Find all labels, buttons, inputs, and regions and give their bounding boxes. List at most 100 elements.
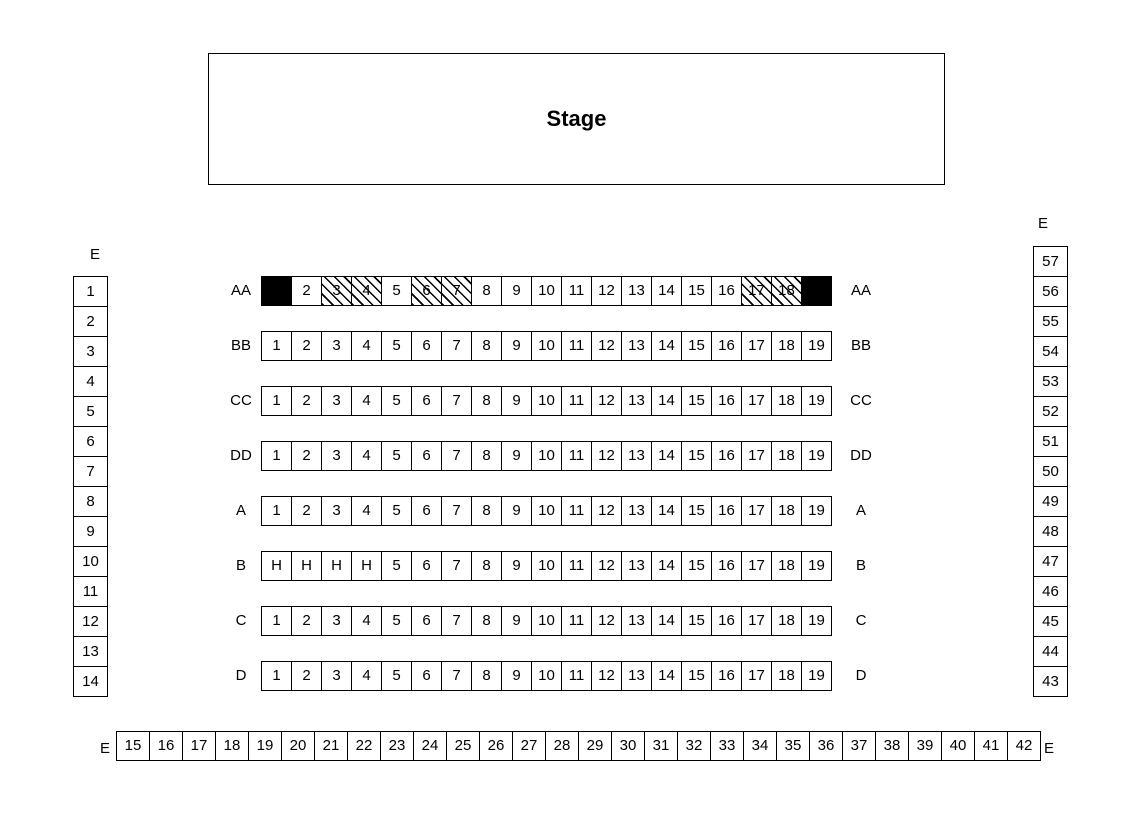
- seat-C-10[interactable]: 10: [531, 606, 562, 636]
- seat-A-15[interactable]: 15: [681, 496, 712, 526]
- seat-CC-10[interactable]: 10: [531, 386, 562, 416]
- seat-BB-13[interactable]: 13: [621, 331, 652, 361]
- seat-E-bottom-28[interactable]: 28: [545, 731, 579, 761]
- seat-BB-3[interactable]: 3: [321, 331, 352, 361]
- seat-A-9[interactable]: 9: [501, 496, 532, 526]
- seat-E-bottom-40[interactable]: 40: [941, 731, 975, 761]
- seat-E-bottom-35[interactable]: 35: [776, 731, 810, 761]
- seat-DD-14[interactable]: 14: [651, 441, 682, 471]
- seat-E-bottom-20[interactable]: 20: [281, 731, 315, 761]
- seat-E-right-50[interactable]: 50: [1033, 456, 1068, 487]
- seat-AA-4[interactable]: 4: [351, 276, 382, 306]
- seat-E-right-47[interactable]: 47: [1033, 546, 1068, 577]
- seat-E-left-6[interactable]: 6: [73, 426, 108, 457]
- seat-CC-12[interactable]: 12: [591, 386, 622, 416]
- seat-E-bottom-16[interactable]: 16: [149, 731, 183, 761]
- seat-C-15[interactable]: 15: [681, 606, 712, 636]
- seat-CC-7[interactable]: 7: [441, 386, 472, 416]
- seat-A-16[interactable]: 16: [711, 496, 742, 526]
- seat-D-19[interactable]: 19: [801, 661, 832, 691]
- seat-DD-11[interactable]: 11: [561, 441, 592, 471]
- seat-D-1[interactable]: 1: [261, 661, 292, 691]
- seat-E-right-48[interactable]: 48: [1033, 516, 1068, 547]
- seat-BB-18[interactable]: 18: [771, 331, 802, 361]
- seat-AA-12[interactable]: 12: [591, 276, 622, 306]
- seat-C-7[interactable]: 7: [441, 606, 472, 636]
- seat-AA-2[interactable]: 2: [291, 276, 322, 306]
- seat-D-3[interactable]: 3: [321, 661, 352, 691]
- seat-E-bottom-21[interactable]: 21: [314, 731, 348, 761]
- seat-E-right-56[interactable]: 56: [1033, 276, 1068, 307]
- seat-C-3[interactable]: 3: [321, 606, 352, 636]
- seat-D-12[interactable]: 12: [591, 661, 622, 691]
- seat-D-10[interactable]: 10: [531, 661, 562, 691]
- seat-CC-18[interactable]: 18: [771, 386, 802, 416]
- seat-C-11[interactable]: 11: [561, 606, 592, 636]
- seat-E-left-2[interactable]: 2: [73, 306, 108, 337]
- seat-B-3[interactable]: H: [321, 551, 352, 581]
- seat-E-right-43[interactable]: 43: [1033, 666, 1068, 697]
- seat-AA-6[interactable]: 6: [411, 276, 442, 306]
- seat-A-12[interactable]: 12: [591, 496, 622, 526]
- seat-C-2[interactable]: 2: [291, 606, 322, 636]
- seat-D-18[interactable]: 18: [771, 661, 802, 691]
- seat-D-8[interactable]: 8: [471, 661, 502, 691]
- seat-E-right-44[interactable]: 44: [1033, 636, 1068, 667]
- seat-BB-9[interactable]: 9: [501, 331, 532, 361]
- seat-E-bottom-18[interactable]: 18: [215, 731, 249, 761]
- seat-BB-6[interactable]: 6: [411, 331, 442, 361]
- seat-AA-3[interactable]: 3: [321, 276, 352, 306]
- seat-B-15[interactable]: 15: [681, 551, 712, 581]
- seat-DD-2[interactable]: 2: [291, 441, 322, 471]
- seat-E-bottom-23[interactable]: 23: [380, 731, 414, 761]
- seat-E-bottom-25[interactable]: 25: [446, 731, 480, 761]
- seat-BB-10[interactable]: 10: [531, 331, 562, 361]
- seat-D-15[interactable]: 15: [681, 661, 712, 691]
- seat-E-bottom-34[interactable]: 34: [743, 731, 777, 761]
- seat-DD-4[interactable]: 4: [351, 441, 382, 471]
- seat-B-14[interactable]: 14: [651, 551, 682, 581]
- seat-BB-2[interactable]: 2: [291, 331, 322, 361]
- seat-D-16[interactable]: 16: [711, 661, 742, 691]
- seat-A-14[interactable]: 14: [651, 496, 682, 526]
- seat-A-7[interactable]: 7: [441, 496, 472, 526]
- seat-E-bottom-36[interactable]: 36: [809, 731, 843, 761]
- seat-BB-12[interactable]: 12: [591, 331, 622, 361]
- seat-DD-5[interactable]: 5: [381, 441, 412, 471]
- seat-A-11[interactable]: 11: [561, 496, 592, 526]
- seat-BB-15[interactable]: 15: [681, 331, 712, 361]
- seat-E-bottom-27[interactable]: 27: [512, 731, 546, 761]
- seat-CC-15[interactable]: 15: [681, 386, 712, 416]
- seat-DD-9[interactable]: 9: [501, 441, 532, 471]
- seat-E-bottom-39[interactable]: 39: [908, 731, 942, 761]
- seat-BB-17[interactable]: 17: [741, 331, 772, 361]
- seat-C-9[interactable]: 9: [501, 606, 532, 636]
- seat-E-right-51[interactable]: 51: [1033, 426, 1068, 457]
- seat-B-7[interactable]: 7: [441, 551, 472, 581]
- seat-B-19[interactable]: 19: [801, 551, 832, 581]
- seat-A-8[interactable]: 8: [471, 496, 502, 526]
- seat-E-bottom-32[interactable]: 32: [677, 731, 711, 761]
- seat-DD-3[interactable]: 3: [321, 441, 352, 471]
- seat-A-17[interactable]: 17: [741, 496, 772, 526]
- seat-E-left-14[interactable]: 14: [73, 666, 108, 697]
- seat-D-4[interactable]: 4: [351, 661, 382, 691]
- seat-E-bottom-15[interactable]: 15: [116, 731, 150, 761]
- seat-DD-7[interactable]: 7: [441, 441, 472, 471]
- seat-C-4[interactable]: 4: [351, 606, 382, 636]
- seat-B-11[interactable]: 11: [561, 551, 592, 581]
- seat-E-right-53[interactable]: 53: [1033, 366, 1068, 397]
- seat-B-9[interactable]: 9: [501, 551, 532, 581]
- seat-C-14[interactable]: 14: [651, 606, 682, 636]
- seat-AA-8[interactable]: 8: [471, 276, 502, 306]
- seat-E-bottom-37[interactable]: 37: [842, 731, 876, 761]
- seat-CC-14[interactable]: 14: [651, 386, 682, 416]
- seat-AA-17[interactable]: 17: [741, 276, 772, 306]
- seat-E-bottom-29[interactable]: 29: [578, 731, 612, 761]
- seat-B-4[interactable]: H: [351, 551, 382, 581]
- seat-E-right-54[interactable]: 54: [1033, 336, 1068, 367]
- seat-A-5[interactable]: 5: [381, 496, 412, 526]
- seat-E-bottom-31[interactable]: 31: [644, 731, 678, 761]
- seat-AA-14[interactable]: 14: [651, 276, 682, 306]
- seat-E-bottom-19[interactable]: 19: [248, 731, 282, 761]
